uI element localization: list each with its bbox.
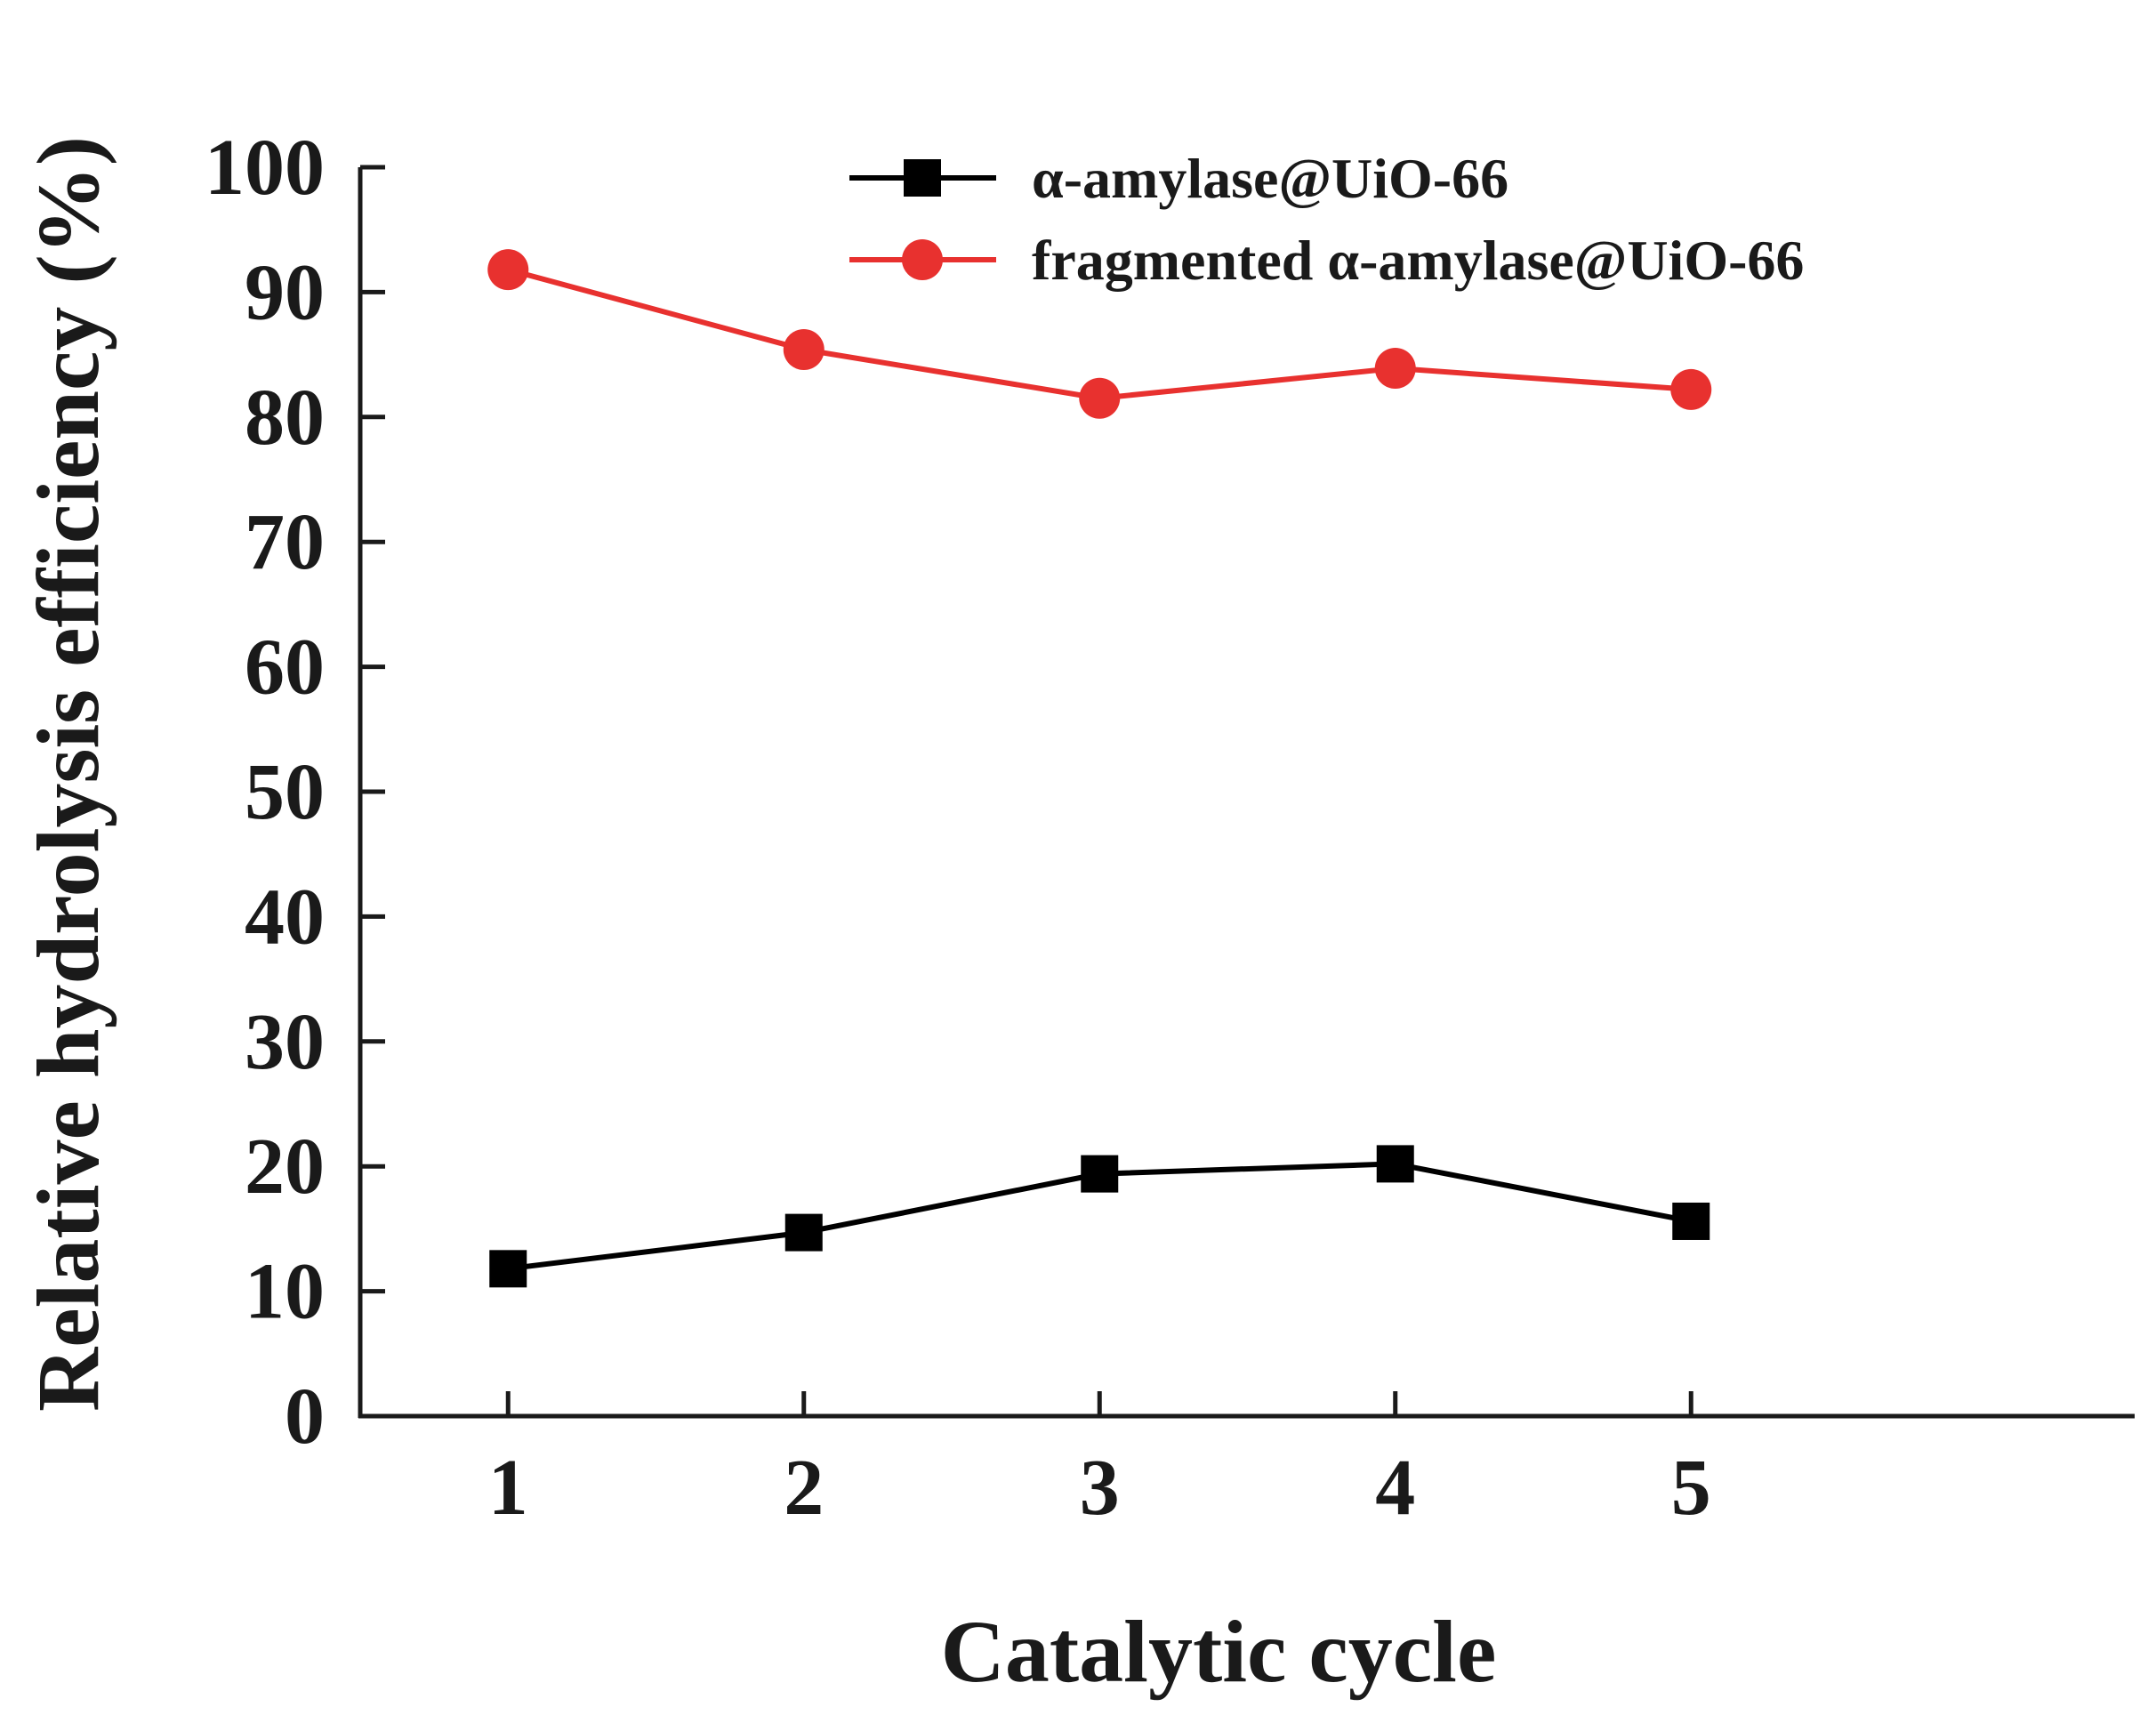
y-axis-ticks: 0 10 20 30 40 50 60 70 80 90 100 (205, 124, 385, 1461)
data-point (1670, 368, 1712, 410)
y-axis-title: Relative hydrolysis efficiency (%) (19, 136, 117, 1412)
y-tick-label: 20 (245, 1123, 325, 1211)
legend-label: fragmented α-amylase@UiO-66 (1032, 229, 1804, 292)
y-tick-label: 60 (245, 624, 325, 712)
x-tick-label: 1 (488, 1444, 528, 1532)
data-point (487, 249, 529, 291)
y-tick-label: 80 (245, 374, 325, 462)
series-group (487, 249, 1712, 1288)
y-tick-label: 90 (245, 248, 325, 336)
axes (358, 167, 2135, 1419)
legend-marker (904, 159, 941, 197)
x-axis-ticks: 1 2 3 4 5 (488, 1391, 1711, 1532)
data-point (1079, 377, 1121, 419)
y-tick-label: 100 (205, 124, 325, 212)
y-tick-label: 30 (245, 998, 325, 1086)
data-point (1376, 1145, 1414, 1183)
x-tick-label: 4 (1375, 1444, 1415, 1532)
x-axis-title: Catalytic cycle (941, 1602, 1497, 1701)
data-point (489, 1250, 527, 1288)
legend-item-2: fragmented α-amylase@UiO-66 (849, 229, 1804, 292)
y-tick-label: 0 (285, 1373, 325, 1461)
legend-marker (902, 239, 943, 280)
y-tick-label: 10 (245, 1248, 325, 1336)
legend-item-1: α-amylase@UiO-66 (849, 147, 1508, 210)
x-tick-label: 2 (784, 1444, 824, 1532)
series-2 (487, 249, 1712, 419)
y-tick-label: 70 (245, 498, 325, 586)
data-point (784, 1213, 823, 1252)
data-point (1081, 1155, 1119, 1193)
data-point (1672, 1202, 1710, 1240)
legend-label: α-amylase@UiO-66 (1032, 147, 1508, 210)
y-tick-label: 50 (245, 748, 325, 836)
data-point (783, 328, 825, 370)
x-tick-label: 5 (1671, 1444, 1711, 1532)
legend: α-amylase@UiO-66 fragmented α-amylase@UiO… (849, 147, 1804, 292)
y-tick-label: 40 (245, 873, 325, 961)
data-point (1374, 348, 1416, 390)
series-1 (489, 1145, 1710, 1288)
x-tick-label: 3 (1080, 1444, 1120, 1532)
